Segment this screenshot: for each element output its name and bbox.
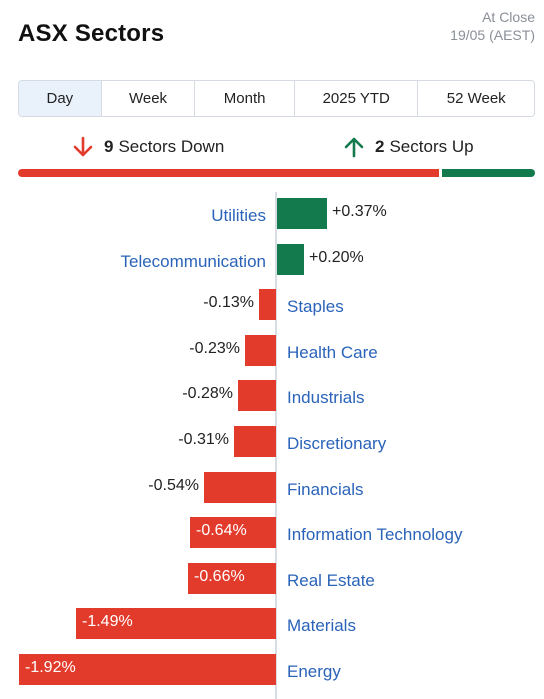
value-label: -0.28% — [182, 385, 233, 402]
tab-week[interactable]: Week — [102, 81, 196, 116]
value-label: -0.23% — [189, 340, 240, 357]
value-label: +0.37% — [332, 203, 387, 220]
value-label: -0.13% — [203, 294, 254, 311]
value-label: -0.66% — [194, 568, 245, 585]
sector-link[interactable]: Discretionary — [287, 434, 387, 453]
breadth-bar-down — [18, 169, 439, 177]
value-label: +0.20% — [309, 249, 364, 266]
sectors-up-label: Sectors Up — [389, 137, 474, 156]
bar-discretionary — [234, 426, 276, 457]
sector-link[interactable]: Information Technology — [287, 525, 463, 544]
tab-52-week[interactable]: 52 Week — [446, 90, 506, 107]
bar-energy — [19, 654, 276, 685]
sector-link[interactable]: Financials — [287, 480, 364, 499]
sector-link[interactable]: Real Estate — [287, 571, 375, 590]
period-tabs: Day Week Month 2025 YTD 52 Week — [18, 80, 535, 117]
value-label: -0.31% — [178, 431, 229, 448]
tab-ytd[interactable]: 2025 YTD — [295, 81, 419, 116]
sectors-down-count: 9 — [104, 137, 114, 156]
chart-axis — [275, 192, 277, 699]
market-status-date: 19/05 (AEST) — [450, 27, 535, 43]
sector-link[interactable]: Health Care — [287, 343, 378, 362]
tab-day[interactable]: Day — [19, 81, 102, 116]
tab-month[interactable]: Month — [195, 81, 295, 116]
sectors-up-count: 2 — [375, 137, 385, 156]
value-label: -0.54% — [148, 477, 199, 494]
bar-materials — [76, 608, 276, 639]
sector-link[interactable]: Industrials — [287, 388, 365, 407]
value-label: -1.49% — [82, 613, 133, 630]
value-label: -1.92% — [25, 659, 76, 676]
arrow-down-icon — [73, 136, 93, 157]
sectors-down-summary: 9 Sectors Down — [72, 136, 224, 158]
breadth-bar-up — [442, 169, 535, 177]
value-label: -0.64% — [196, 522, 247, 539]
sector-link[interactable]: Energy — [287, 662, 341, 681]
sector-link[interactable]: Materials — [287, 616, 356, 635]
sector-link[interactable]: Staples — [287, 297, 344, 316]
market-status-state: At Close — [482, 9, 535, 25]
bar-industrials — [238, 380, 276, 411]
bar-telecommunication — [277, 244, 304, 275]
bar-utilities — [277, 198, 327, 229]
bar-financials — [204, 472, 276, 503]
bar-staples — [259, 289, 276, 320]
bar-real-estate — [188, 563, 276, 594]
bar-health-care — [245, 335, 276, 366]
sectors-up-summary: 2 Sectors Up — [343, 136, 474, 158]
market-status: At Close 19/05 (AEST) — [450, 8, 535, 44]
page-title: ASX Sectors — [18, 20, 165, 47]
sectors-down-label: Sectors Down — [118, 137, 225, 156]
bar-information-technology — [190, 517, 276, 548]
arrow-up-icon — [344, 137, 364, 158]
sector-link[interactable]: Telecommunication — [120, 252, 266, 271]
sector-link[interactable]: Utilities — [211, 206, 266, 225]
